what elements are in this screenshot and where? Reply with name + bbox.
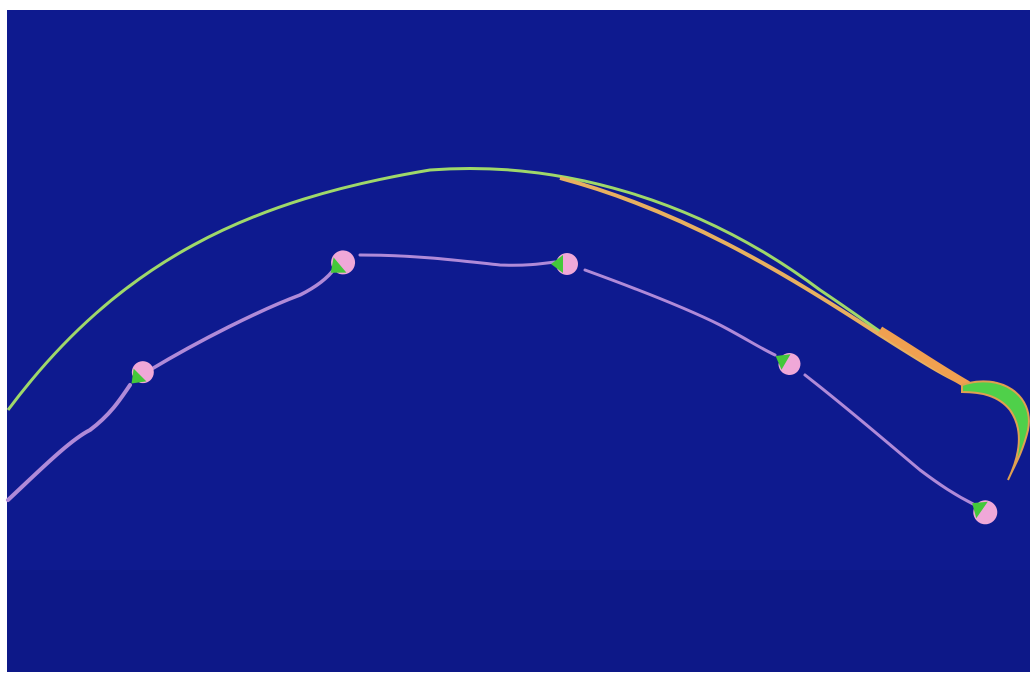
bead-cone: [330, 257, 347, 273]
bead: [775, 353, 801, 375]
filament-thick: [877, 326, 970, 389]
hook: [961, 380, 1030, 481]
beads: [131, 250, 998, 525]
segment: [583, 268, 777, 357]
bead: [330, 250, 356, 275]
segment: [803, 373, 977, 507]
background: [7, 10, 1030, 672]
bead-cone: [972, 501, 988, 519]
segment: [358, 253, 557, 267]
lower-filament: [6, 253, 977, 507]
bead: [972, 500, 998, 525]
segment: [6, 383, 132, 502]
segment: [148, 266, 337, 372]
background-lower: [7, 570, 1030, 672]
bead-cone: [551, 255, 563, 273]
upper-filament: [6, 167, 966, 411]
bead-cone: [775, 354, 791, 370]
bead-cone: [131, 368, 147, 384]
bead: [551, 253, 578, 275]
bead: [131, 361, 154, 384]
